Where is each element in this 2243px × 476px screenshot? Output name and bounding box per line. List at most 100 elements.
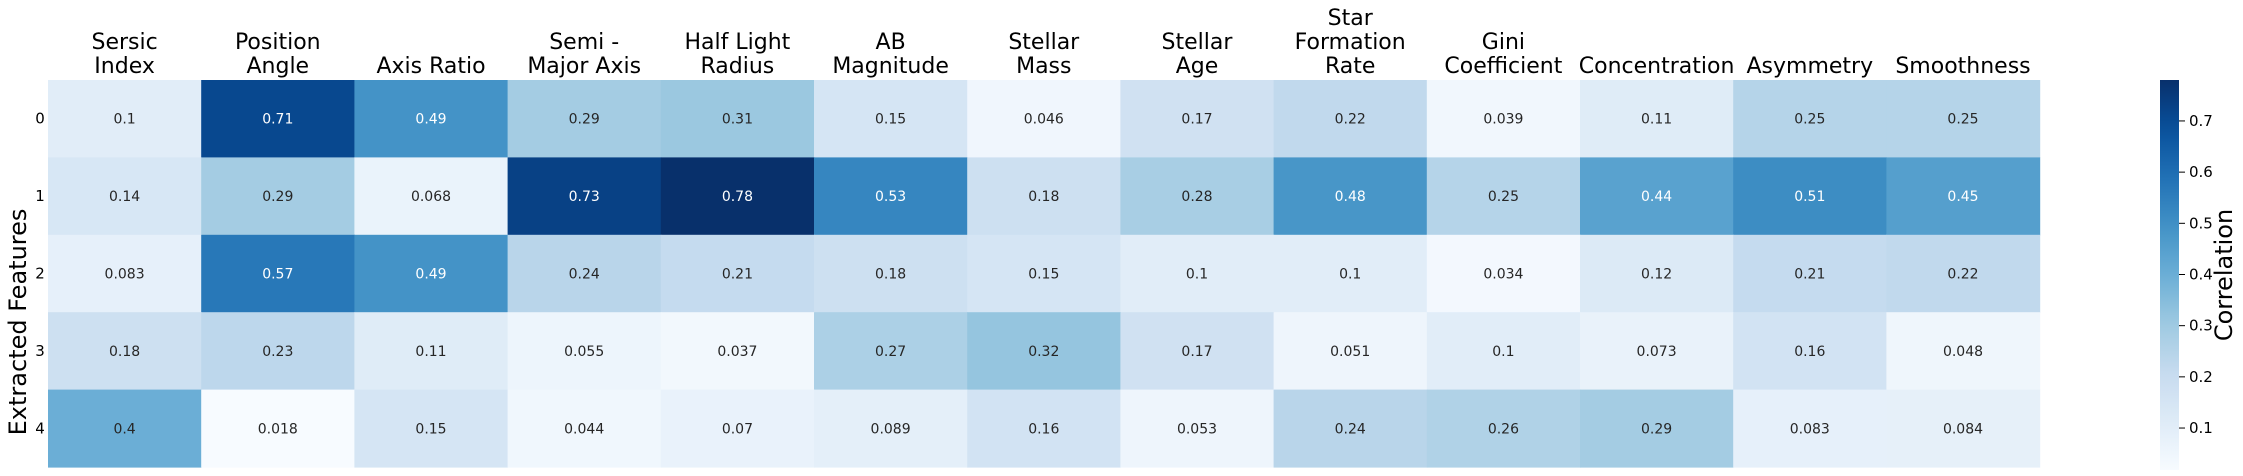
cell-value-label: 0.053: [1177, 421, 1217, 437]
heatmap-cell: [201, 389, 355, 468]
colorbar-tick-label: 0.4: [2189, 265, 2213, 283]
cell-value-label: 0.15: [875, 112, 906, 128]
cell-value-label: 0.31: [722, 112, 753, 128]
row-label: 1: [35, 187, 45, 205]
cell-value-label: 0.22: [1947, 267, 1978, 283]
cell-value-label: 0.17: [1181, 112, 1212, 128]
colorbar: [2160, 80, 2179, 470]
column-label: Concentration: [1579, 54, 1735, 79]
heatmap-cell: [354, 389, 509, 468]
heatmap-cell: [660, 312, 815, 391]
cell-value-label: 0.12: [1641, 267, 1672, 283]
heatmap-cell: [814, 312, 968, 391]
cell-value-label: 0.084: [1943, 421, 1983, 437]
heatmap-cell: [1580, 312, 1734, 391]
heatmap-cell: [1886, 389, 2041, 468]
row-label: 4: [35, 419, 45, 437]
heatmap-cell: [814, 157, 968, 236]
colorbar-tick-label: 0.2: [2189, 368, 2213, 386]
heatmap-cell: [1426, 80, 1581, 158]
heatmap-cell: [967, 157, 1121, 236]
column-labels: Sersic Index Position Angle Axis Ratio Semi -…: [91, 6, 2030, 79]
heatmap-cell: [814, 80, 968, 158]
heatmap-cell: [1580, 80, 1734, 158]
row-label: 3: [35, 342, 45, 360]
cell-value-label: 0.24: [569, 267, 600, 283]
column-label: Gini Coefficient: [1444, 30, 1562, 79]
heatmap-cell: [1886, 312, 2041, 391]
heatmap-cell: [1120, 157, 1275, 236]
cell-value-label: 0.044: [564, 421, 604, 437]
cell-value-label: 0.21: [722, 267, 753, 283]
cell-value-label: 0.068: [411, 189, 451, 205]
heatmap-cell: [1886, 157, 2041, 236]
heatmap-cell: [1120, 80, 1275, 158]
colorbar-tick-label: 0.7: [2189, 112, 2213, 130]
cell-value-label: 0.29: [262, 189, 293, 205]
heatmap-cell: [354, 234, 509, 313]
heatmap-cell: [660, 234, 815, 313]
heatmap-cell: [1426, 312, 1581, 391]
heatmap-cell: [48, 234, 202, 313]
cell-value-label: 0.1: [113, 112, 135, 128]
cell-value-label: 0.71: [262, 112, 293, 128]
column-label: AB Magnitude: [832, 30, 949, 79]
heatmap-cell: [201, 312, 355, 391]
cell-value-label: 0.083: [1790, 421, 1830, 437]
heatmap-cell: [967, 312, 1121, 391]
cell-value-label: 0.083: [105, 267, 145, 283]
heatmap-cell: [1733, 389, 1887, 468]
heatmap-cell: [1580, 389, 1734, 468]
cell-value-label: 0.1: [1492, 344, 1514, 360]
heatmap-cell: [1886, 234, 2041, 313]
cell-value-label: 0.48: [1335, 189, 1366, 205]
heatmap-cell: [1580, 157, 1734, 236]
heatmap-cell: [1120, 234, 1275, 313]
colorbar-ticks: 0.1 0.2 0.3 0.4 0.5 0.6 0.7: [2179, 112, 2213, 437]
cell-value-label: 0.25: [1947, 112, 1978, 128]
heatmap-cell: [1733, 80, 1887, 158]
cell-value-label: 0.17: [1181, 344, 1212, 360]
cell-value-label: 0.25: [1794, 112, 1825, 128]
cell-value-label: 0.73: [569, 189, 600, 205]
cell-value-label: 0.018: [258, 421, 298, 437]
heatmap-cell: [660, 80, 815, 158]
cell-value-label: 0.21: [1794, 267, 1825, 283]
column-label: Position Angle: [235, 30, 321, 79]
heatmap-cell: [1273, 389, 1428, 468]
cell-value-label: 0.49: [415, 267, 446, 283]
heatmap-cell: [507, 312, 662, 391]
heatmap-cell: [967, 234, 1121, 313]
column-label: Star Formation Rate: [1295, 6, 1406, 79]
cell-value-label: 0.28: [1181, 189, 1212, 205]
cell-value-label: 0.051: [1330, 344, 1370, 360]
heatmap-cell: [814, 389, 968, 468]
heatmap-cells: 0.1 0.71 0.49 0.29 0.31 0.15 0.046 0.17 0.22 0.03…: [48, 80, 2041, 468]
column-label: Asymmetry: [1746, 54, 1873, 79]
column-label: Smoothness: [1895, 54, 2030, 79]
cell-value-label: 0.14: [109, 189, 140, 205]
colorbar-label: Correlation: [2210, 209, 2238, 341]
heatmap-cell: [1580, 234, 1734, 313]
cell-value-label: 0.24: [1335, 421, 1366, 437]
cell-value-label: 0.22: [1335, 112, 1366, 128]
column-label: Stellar Age: [1162, 30, 1234, 79]
cell-value-label: 0.11: [415, 344, 446, 360]
cell-value-label: 0.26: [1488, 421, 1519, 437]
cell-value-label: 0.039: [1483, 112, 1523, 128]
heatmap-cell: [48, 389, 202, 468]
cell-value-label: 0.1: [1339, 267, 1361, 283]
cell-value-label: 0.037: [717, 344, 757, 360]
heatmap-cell: [354, 157, 509, 236]
cell-value-label: 0.57: [262, 267, 293, 283]
cell-value-label: 0.15: [1028, 267, 1059, 283]
cell-value-label: 0.16: [1028, 421, 1059, 437]
heatmap-cell: [1120, 312, 1275, 391]
heatmap-cell: [48, 80, 202, 158]
cell-value-label: 0.048: [1943, 344, 1983, 360]
column-label: Axis Ratio: [376, 54, 485, 79]
heatmap-cell: [1426, 389, 1581, 468]
heatmap-cell: [507, 389, 662, 468]
row-label: 2: [35, 265, 45, 283]
